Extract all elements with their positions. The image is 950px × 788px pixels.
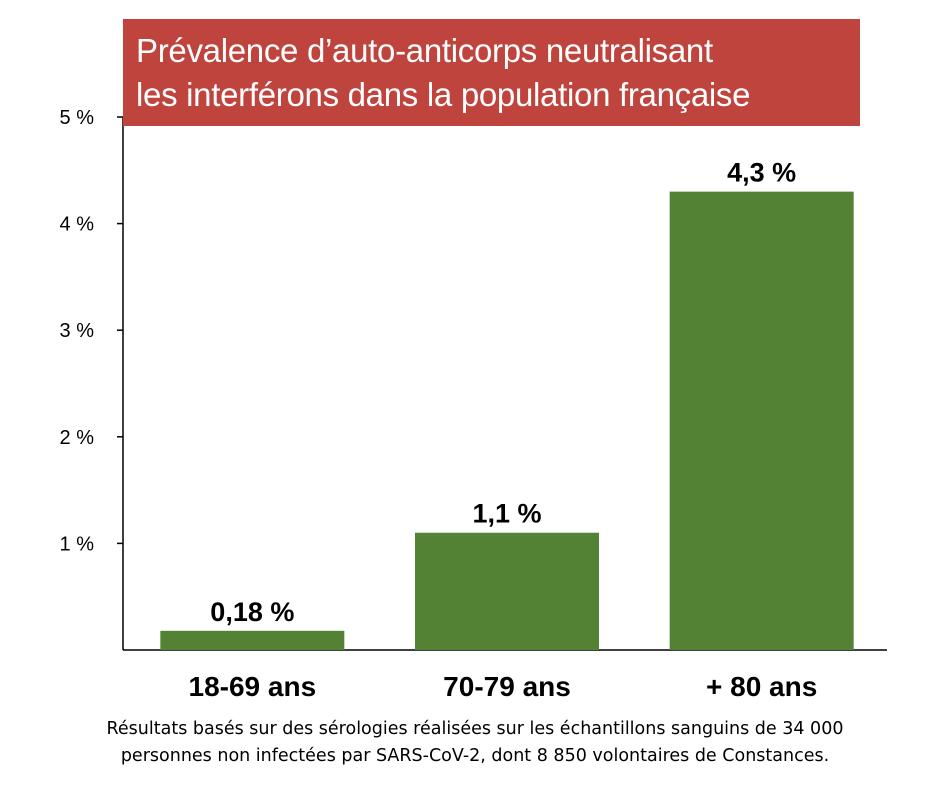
footnote: Résultats basés sur des sérologies réali… [0, 716, 950, 770]
chart-title-line-1: Prévalence d’auto-anticorps neutralisant [136, 32, 713, 69]
y-tick-label: 3 % [60, 320, 95, 342]
bar [669, 191, 854, 650]
chart-title: Prévalence d’auto-anticorps neutralisant… [123, 19, 860, 126]
footnote-line-2: personnes non infectées par SARS-CoV-2, … [120, 746, 830, 766]
y-tick-label: 1 % [60, 533, 95, 555]
bar-data-label: 1,1 % [472, 499, 541, 529]
bar-data-label: 0,18 % [210, 597, 294, 627]
y-tick-label: 2 % [60, 427, 95, 449]
y-tick-label: 4 % [60, 214, 95, 236]
bar-data-label: 4,3 % [727, 158, 796, 188]
bar [160, 630, 345, 650]
x-category-label: + 80 ans [706, 671, 817, 702]
bar [415, 532, 599, 650]
chart-title-line-2: les interférons dans la population franç… [136, 76, 751, 113]
y-tick-label: 5 % [60, 107, 95, 129]
x-category-label: 18-69 ans [189, 671, 317, 702]
footnote-line-1: Résultats basés sur des sérologies réali… [106, 719, 844, 739]
x-category-label: 70-79 ans [443, 671, 571, 702]
